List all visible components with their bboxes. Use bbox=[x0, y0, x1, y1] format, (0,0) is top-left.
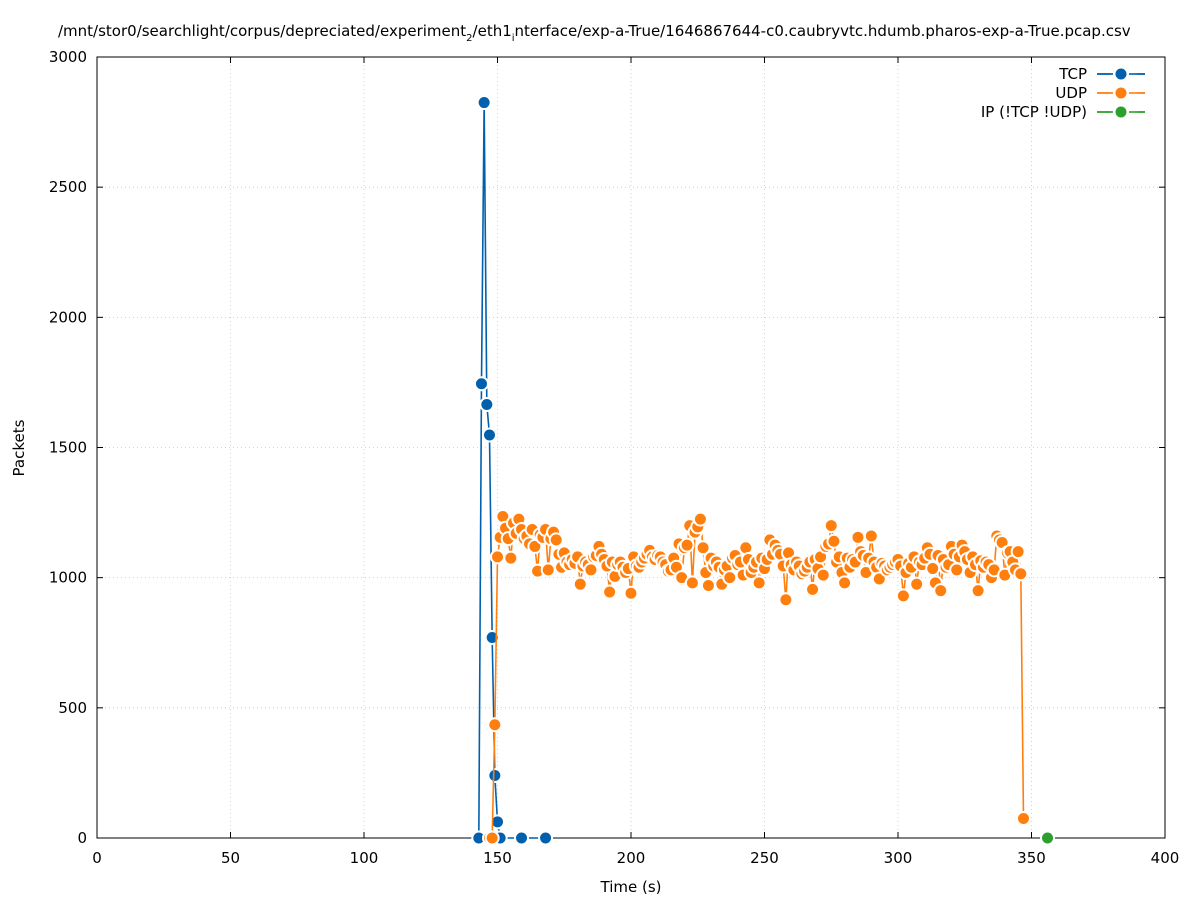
y-tick-label: 1000 bbox=[49, 569, 87, 587]
data-point bbox=[933, 583, 949, 599]
data-point bbox=[695, 540, 711, 556]
y-tick-label: 0 bbox=[77, 829, 87, 847]
data-point bbox=[476, 95, 492, 111]
data-point bbox=[700, 577, 716, 593]
x-tick-label: 300 bbox=[884, 849, 913, 867]
data-point bbox=[850, 529, 866, 545]
data-point bbox=[514, 830, 530, 846]
data-point bbox=[473, 376, 489, 392]
data-point bbox=[572, 576, 588, 592]
y-tick-label: 2000 bbox=[49, 308, 87, 326]
data-point bbox=[778, 592, 794, 608]
data-point bbox=[837, 575, 853, 591]
data-point bbox=[871, 571, 887, 587]
data-point bbox=[481, 427, 497, 443]
chart-title: /mnt/stor0/searchlight/corpus/depreciate… bbox=[58, 22, 1131, 44]
x-axis-label: Time (s) bbox=[600, 878, 662, 896]
data-point bbox=[863, 528, 879, 544]
data-point bbox=[925, 561, 941, 577]
legend-marker bbox=[1115, 68, 1127, 80]
data-point bbox=[487, 717, 503, 733]
x-tick-label: 200 bbox=[617, 849, 646, 867]
data-point bbox=[484, 830, 500, 846]
legend-marker bbox=[1115, 106, 1127, 118]
data-point bbox=[909, 576, 925, 592]
legend-item: IP (!TCP !UDP) bbox=[981, 103, 1145, 121]
y-axis-label: Packets bbox=[10, 419, 28, 476]
series-2 bbox=[1040, 830, 1056, 846]
data-point bbox=[823, 518, 839, 534]
x-tick-label: 350 bbox=[1017, 849, 1046, 867]
axis-ticks: 0 50 100 150 200 250 300 350 400 0 500 1000 1500 2000… bbox=[49, 48, 1180, 867]
x-tick-label: 0 bbox=[92, 849, 102, 867]
data-point bbox=[1013, 566, 1029, 582]
series-0 bbox=[471, 95, 554, 846]
data-point bbox=[602, 584, 618, 600]
data-point bbox=[479, 397, 495, 413]
x-tick-label: 150 bbox=[483, 849, 512, 867]
data-point bbox=[538, 830, 554, 846]
data-point bbox=[1015, 810, 1031, 826]
legend-item: TCP bbox=[1058, 65, 1145, 83]
y-tick-label: 2500 bbox=[49, 178, 87, 196]
legend-label: UDP bbox=[1055, 84, 1087, 102]
data-point bbox=[548, 532, 564, 548]
legend-marker bbox=[1115, 87, 1127, 99]
data-point bbox=[623, 585, 639, 601]
y-tick-label: 1500 bbox=[49, 439, 87, 457]
series-layer bbox=[471, 95, 1056, 846]
x-tick-label: 100 bbox=[350, 849, 379, 867]
data-point bbox=[692, 511, 708, 527]
data-point bbox=[815, 567, 831, 583]
data-point bbox=[970, 583, 986, 599]
data-point bbox=[540, 562, 556, 578]
data-point bbox=[1010, 544, 1026, 560]
legend-item: UDP bbox=[1055, 84, 1145, 102]
data-point bbox=[751, 575, 767, 591]
series-1 bbox=[481, 508, 1031, 846]
x-tick-label: 50 bbox=[221, 849, 240, 867]
grid bbox=[97, 57, 1165, 838]
data-point bbox=[895, 588, 911, 604]
data-point bbox=[826, 533, 842, 549]
x-tick-label: 400 bbox=[1151, 849, 1180, 867]
data-point bbox=[1040, 830, 1056, 846]
y-tick-label: 3000 bbox=[49, 48, 87, 66]
data-point bbox=[722, 570, 738, 586]
data-point bbox=[490, 549, 505, 565]
data-point bbox=[487, 768, 503, 784]
data-point bbox=[583, 562, 599, 578]
data-point bbox=[490, 814, 505, 830]
data-point bbox=[805, 581, 821, 597]
x-tick-label: 250 bbox=[750, 849, 779, 867]
data-point bbox=[949, 562, 965, 578]
y-tick-label: 500 bbox=[58, 699, 87, 717]
data-point bbox=[684, 575, 700, 591]
legend-label: TCP bbox=[1058, 65, 1087, 83]
data-point bbox=[503, 550, 519, 566]
legend-label: IP (!TCP !UDP) bbox=[981, 103, 1087, 121]
data-point bbox=[679, 537, 695, 553]
